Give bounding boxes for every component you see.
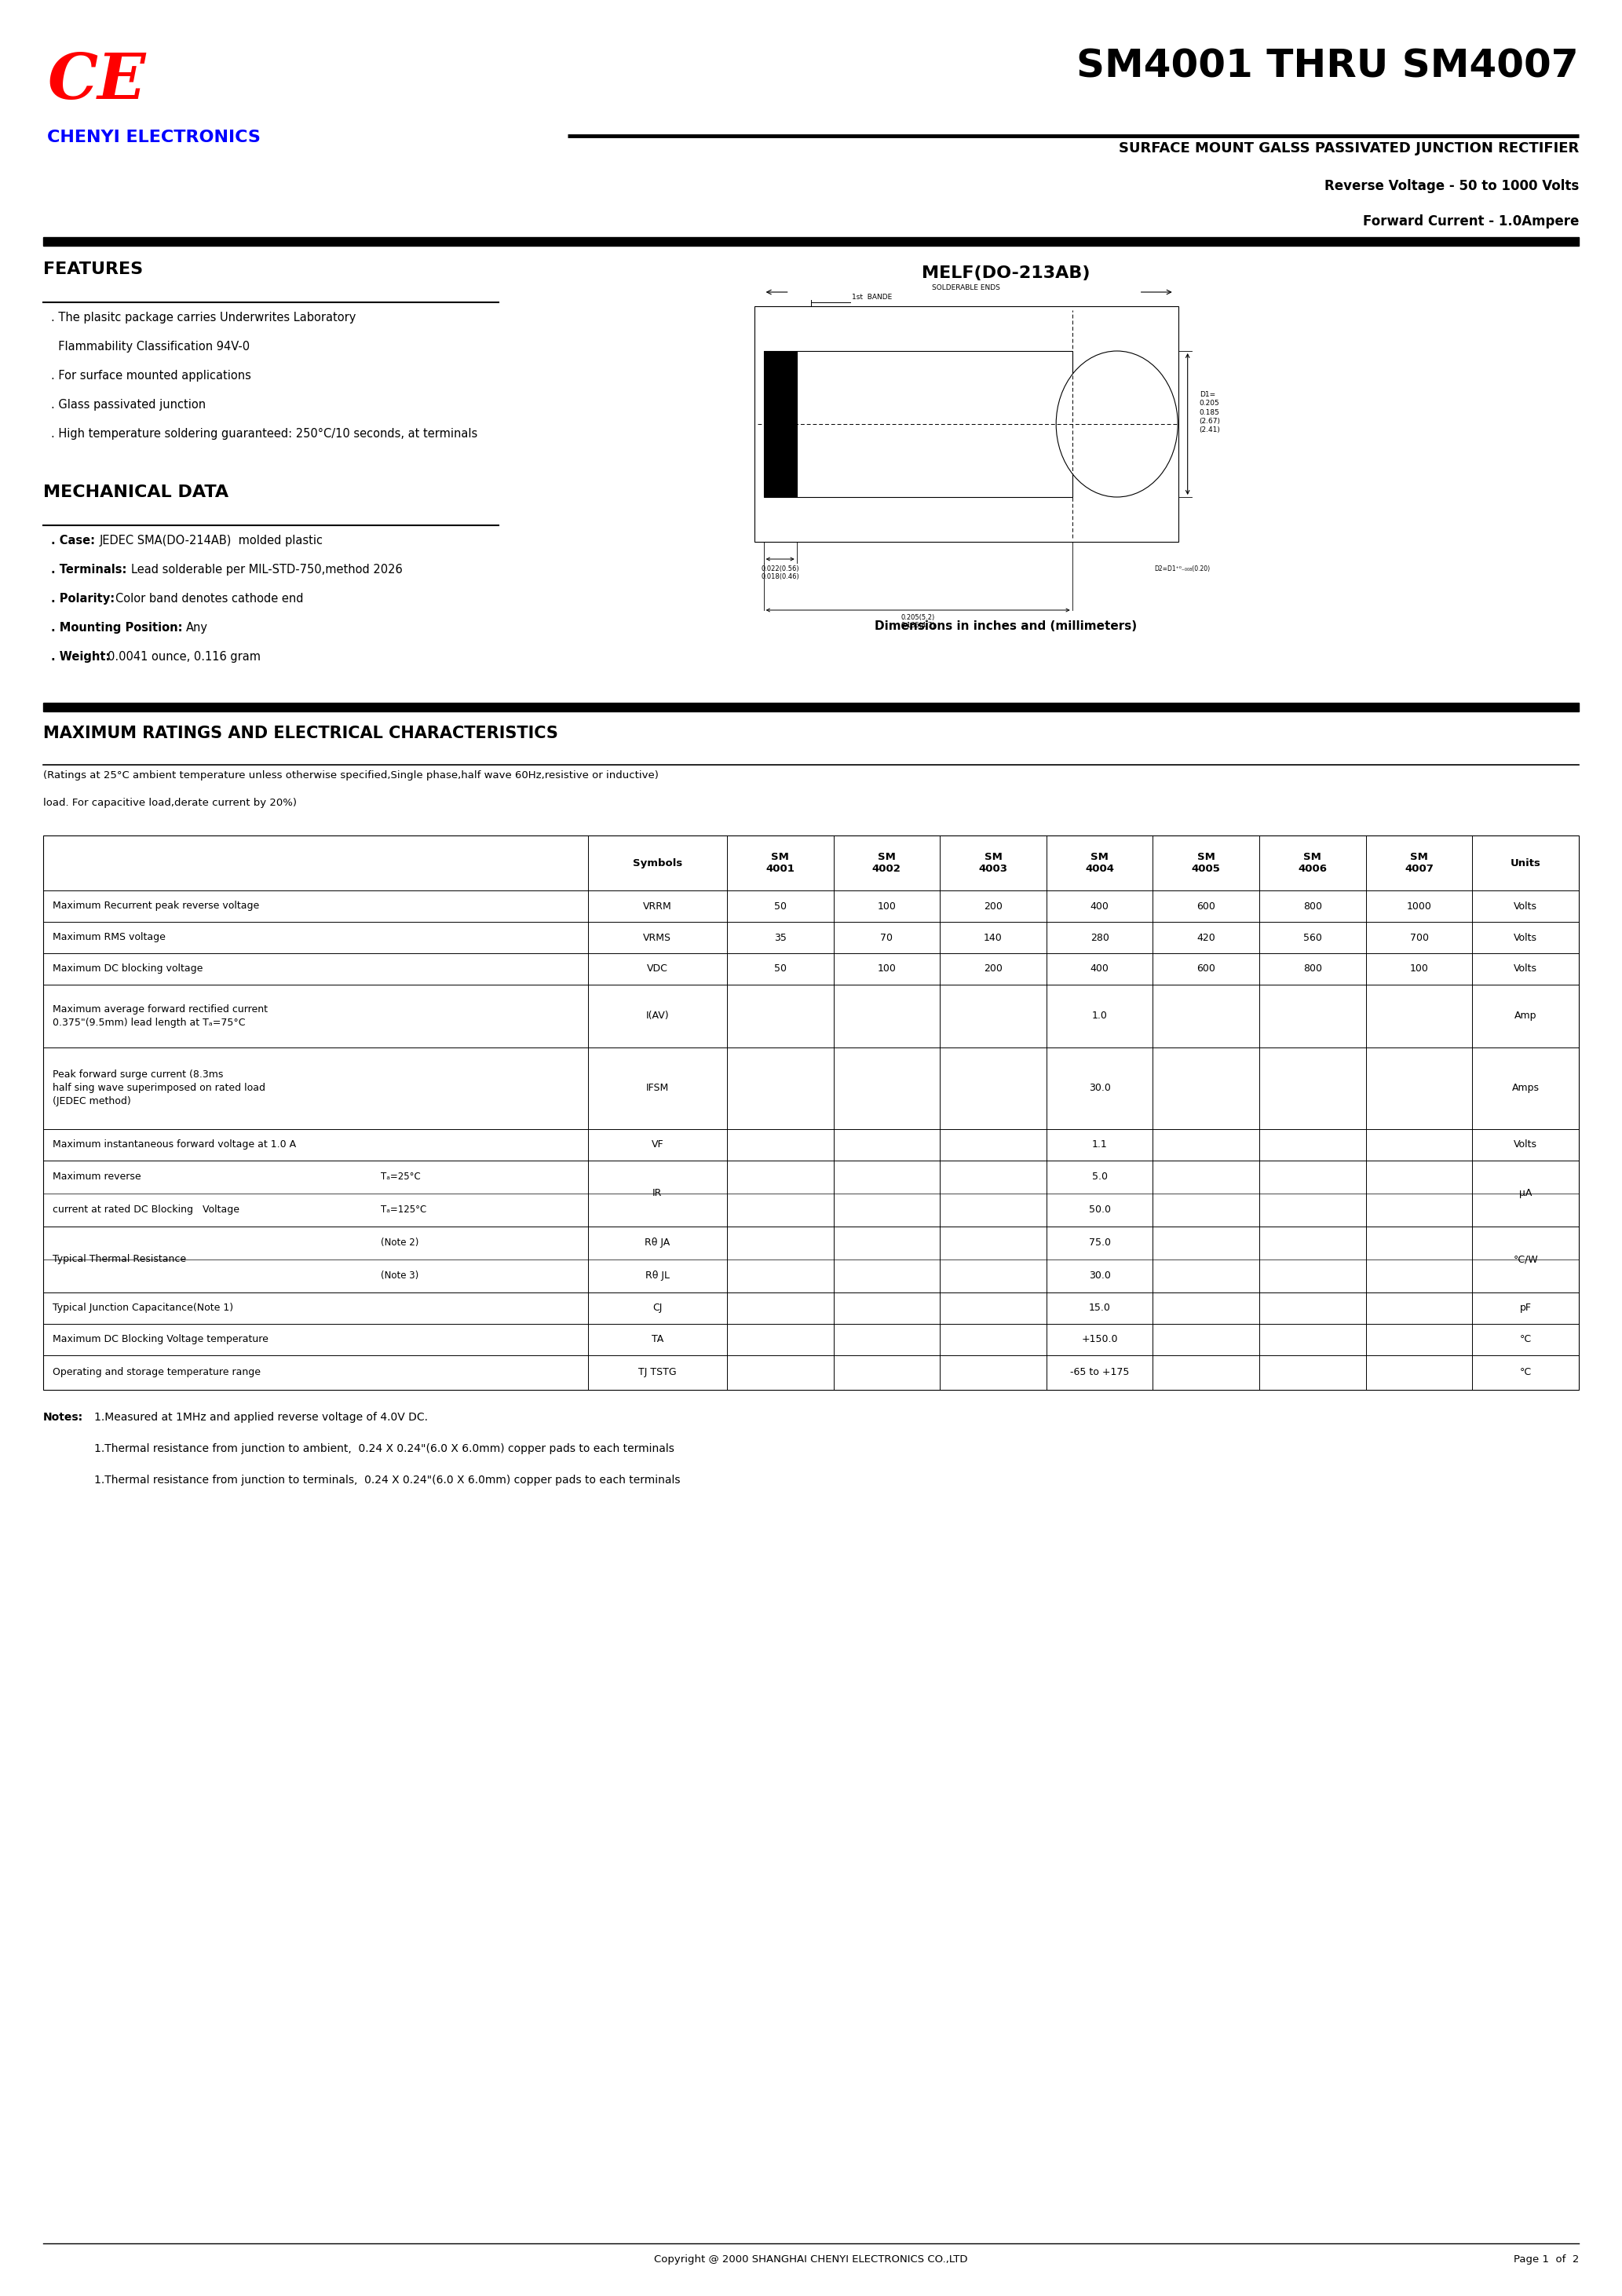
Text: Maximum RMS voltage: Maximum RMS voltage <box>52 932 165 944</box>
Text: TJ TSTG: TJ TSTG <box>637 1368 676 1378</box>
Text: 1000: 1000 <box>1406 900 1432 912</box>
Text: (Note 2): (Note 2) <box>381 1238 418 1249</box>
Text: 280: 280 <box>1090 932 1109 944</box>
Text: Rθ JA: Rθ JA <box>644 1238 670 1249</box>
Text: (Note 3): (Note 3) <box>381 1272 418 1281</box>
Text: 15.0: 15.0 <box>1088 1304 1111 1313</box>
Text: . Glass passivated junction: . Glass passivated junction <box>50 400 206 411</box>
Text: 140: 140 <box>985 932 1002 944</box>
Text: Dimensions in inches and (millimeters): Dimensions in inches and (millimeters) <box>874 620 1137 631</box>
Text: Maximum DC blocking voltage: Maximum DC blocking voltage <box>52 964 203 974</box>
Text: Maximum DC Blocking Voltage temperature: Maximum DC Blocking Voltage temperature <box>52 1334 268 1345</box>
Text: TA: TA <box>652 1334 663 1345</box>
Text: VRMS: VRMS <box>644 932 672 944</box>
Text: pF: pF <box>1520 1304 1531 1313</box>
Text: Volts: Volts <box>1513 932 1538 944</box>
Text: SM
4006: SM 4006 <box>1298 852 1327 875</box>
Text: Rθ JL: Rθ JL <box>646 1272 670 1281</box>
Text: Forward Current - 1.0Ampere: Forward Current - 1.0Ampere <box>1362 214 1578 230</box>
Text: SM4001 THRU SM4007: SM4001 THRU SM4007 <box>1077 48 1578 85</box>
Text: 1.Measured at 1MHz and applied reverse voltage of 4.0V DC.: 1.Measured at 1MHz and applied reverse v… <box>94 1412 428 1424</box>
Bar <box>764 351 796 496</box>
Text: +150.0: +150.0 <box>1082 1334 1118 1345</box>
Text: Operating and storage temperature range: Operating and storage temperature range <box>52 1368 261 1378</box>
Text: 30.0: 30.0 <box>1088 1272 1111 1281</box>
Text: 1.0: 1.0 <box>1092 1010 1108 1022</box>
Text: SURFACE MOUNT GALSS PASSIVATED JUNCTION RECTIFIER: SURFACE MOUNT GALSS PASSIVATED JUNCTION … <box>1119 142 1578 156</box>
Text: 5.0: 5.0 <box>1092 1171 1108 1182</box>
Text: 560: 560 <box>1302 932 1322 944</box>
Text: Flammability Classification 94V-0: Flammability Classification 94V-0 <box>50 340 250 354</box>
Text: μA: μA <box>1520 1189 1533 1199</box>
Text: 200: 200 <box>985 964 1002 974</box>
Text: Maximum average forward rectified current
0.375"(9.5mm) lead length at Tₐ=75°C: Maximum average forward rectified curren… <box>52 1003 268 1029</box>
Text: . The plasitc package carries Underwrites Laboratory: . The plasitc package carries Underwrite… <box>50 312 355 324</box>
Text: Notes:: Notes: <box>44 1412 83 1424</box>
Text: 600: 600 <box>1197 964 1215 974</box>
Text: 800: 800 <box>1302 900 1322 912</box>
Text: MELF(DO-213AB): MELF(DO-213AB) <box>921 266 1090 280</box>
Text: Volts: Volts <box>1513 964 1538 974</box>
Text: 70: 70 <box>881 932 894 944</box>
Text: 35: 35 <box>774 932 787 944</box>
Text: Color band denotes cathode end: Color band denotes cathode end <box>115 592 303 604</box>
Text: SM
4002: SM 4002 <box>873 852 902 875</box>
Text: CE: CE <box>47 51 146 113</box>
Text: Maximum reverse: Maximum reverse <box>52 1171 141 1182</box>
Text: SM
4007: SM 4007 <box>1405 852 1434 875</box>
Text: 800: 800 <box>1302 964 1322 974</box>
Text: Units: Units <box>1510 859 1541 868</box>
Text: Any: Any <box>187 622 208 634</box>
Bar <box>754 305 1178 542</box>
Text: VF: VF <box>650 1139 663 1150</box>
Text: Amps: Amps <box>1512 1084 1539 1093</box>
Ellipse shape <box>1056 351 1178 496</box>
Text: 0.0041 ounce, 0.116 gram: 0.0041 ounce, 0.116 gram <box>107 652 261 664</box>
Text: D1=
0.205
0.185
(2.67)
(2.41): D1= 0.205 0.185 (2.67) (2.41) <box>1199 390 1221 434</box>
Text: 50.0: 50.0 <box>1088 1205 1111 1215</box>
Text: D2=D1⁺⁰₋₀₀₈(0.20): D2=D1⁺⁰₋₀₀₈(0.20) <box>1155 565 1210 572</box>
Text: Typical Thermal Resistance: Typical Thermal Resistance <box>52 1254 187 1265</box>
Text: VRRM: VRRM <box>642 900 672 912</box>
Text: °C: °C <box>1520 1368 1531 1378</box>
Text: load. For capacitive load,derate current by 20%): load. For capacitive load,derate current… <box>44 797 297 808</box>
Text: °C/W: °C/W <box>1513 1254 1538 1265</box>
Text: Maximum Recurrent peak reverse voltage: Maximum Recurrent peak reverse voltage <box>52 900 260 912</box>
Text: MAXIMUM RATINGS AND ELECTRICAL CHARACTERISTICS: MAXIMUM RATINGS AND ELECTRICAL CHARACTER… <box>44 726 558 742</box>
Text: CHENYI ELECTRONICS: CHENYI ELECTRONICS <box>47 129 261 145</box>
Text: Copyright @ 2000 SHANGHAI CHENYI ELECTRONICS CO.,LTD: Copyright @ 2000 SHANGHAI CHENYI ELECTRO… <box>654 2255 968 2264</box>
Text: . Polarity:: . Polarity: <box>50 592 115 604</box>
Text: Typical Junction Capacitance(Note 1): Typical Junction Capacitance(Note 1) <box>52 1304 234 1313</box>
Text: 100: 100 <box>1410 964 1429 974</box>
Text: Amp: Amp <box>1515 1010 1536 1022</box>
Text: 700: 700 <box>1410 932 1429 944</box>
Text: 1.1: 1.1 <box>1092 1139 1108 1150</box>
Text: VDC: VDC <box>647 964 668 974</box>
Text: JEDEC SMA(DO-214AB)  molded plastic: JEDEC SMA(DO-214AB) molded plastic <box>99 535 323 546</box>
Text: 50: 50 <box>774 964 787 974</box>
Text: 1.Thermal resistance from junction to ambient,  0.24 X 0.24"(6.0 X 6.0mm) copper: 1.Thermal resistance from junction to am… <box>94 1444 675 1453</box>
Text: . Weight:: . Weight: <box>50 652 110 664</box>
Text: 1.Thermal resistance from junction to terminals,  0.24 X 0.24"(6.0 X 6.0mm) copp: 1.Thermal resistance from junction to te… <box>94 1474 680 1486</box>
Text: (Ratings at 25°C ambient temperature unless otherwise specified,Single phase,hal: (Ratings at 25°C ambient temperature unl… <box>44 769 659 781</box>
Text: D2: D2 <box>915 416 926 425</box>
Text: Lead solderable per MIL-STD-750,method 2026: Lead solderable per MIL-STD-750,method 2… <box>131 565 402 576</box>
Text: Volts: Volts <box>1513 1139 1538 1150</box>
Text: MECHANICAL DATA: MECHANICAL DATA <box>44 484 229 501</box>
Text: 1st  BANDE: 1st BANDE <box>852 294 892 301</box>
Text: 400: 400 <box>1090 964 1109 974</box>
Text: Page 1  of  2: Page 1 of 2 <box>1513 2255 1578 2264</box>
Bar <box>44 236 1578 246</box>
Text: Peak forward surge current (8.3ms
half sing wave superimposed on rated load
(JED: Peak forward surge current (8.3ms half s… <box>52 1070 266 1107</box>
Text: SM
4001: SM 4001 <box>766 852 795 875</box>
Text: Volts: Volts <box>1513 900 1538 912</box>
Text: . Mounting Position:: . Mounting Position: <box>50 622 183 634</box>
Text: Maximum instantaneous forward voltage at 1.0 A: Maximum instantaneous forward voltage at… <box>52 1139 297 1150</box>
Text: IFSM: IFSM <box>646 1084 668 1093</box>
Text: 30.0: 30.0 <box>1088 1084 1111 1093</box>
Text: I(AV): I(AV) <box>646 1010 668 1022</box>
Text: SM
4004: SM 4004 <box>1085 852 1114 875</box>
Text: Tₐ=25°C: Tₐ=25°C <box>381 1171 420 1182</box>
Text: 100: 100 <box>878 964 895 974</box>
Text: 75.0: 75.0 <box>1088 1238 1111 1249</box>
